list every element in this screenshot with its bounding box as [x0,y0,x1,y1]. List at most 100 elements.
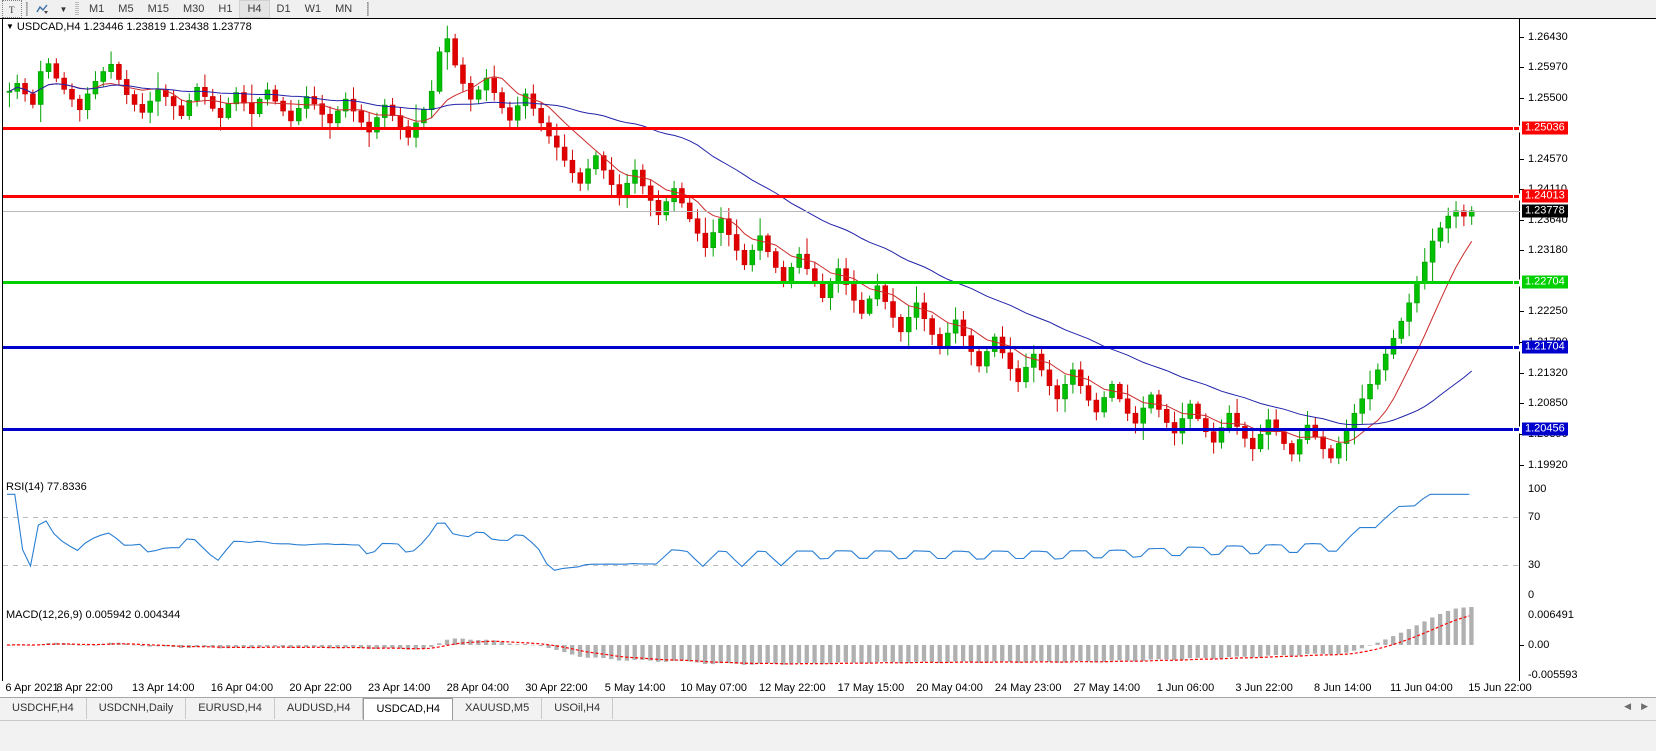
chevron-left-icon[interactable]: ◀ [1624,701,1632,711]
macd-pane[interactable]: MACD(12,26,9) 0.005942 0.004344 0.006491… [0,607,1656,682]
level-drag-handle[interactable] [1513,344,1520,352]
chart-tab-xauusd[interactable]: XAUUSD,M5 [453,698,543,719]
price-tickmark [1520,36,1524,38]
price-tick-label: 1.23180 [1528,244,1568,257]
chart-tab-audusd[interactable]: AUDUSD,H4 [275,698,364,719]
timeframe-m30[interactable]: M30 [182,3,205,15]
macd-tickmark [1520,645,1524,646]
macd-tick-label: 0.00 [1528,639,1550,651]
date-tick-label: 23 Apr 14:00 [367,682,431,694]
price-level-tag[interactable]: 1.24013 [1513,189,1568,203]
price-tick-label: 1.19920 [1528,458,1568,471]
level-drag-handle[interactable] [1513,125,1520,133]
current-price-tag: 1.23778 [1522,204,1568,218]
chart-tab-usoil[interactable]: USOil,H4 [542,698,614,719]
date-tick-label: 20 Apr 22:00 [289,682,352,694]
macd-signal-line [6,615,1470,665]
chevron-down-icon[interactable]: ▼ [59,4,68,14]
price-level-tag[interactable]: 1.25036 [1513,121,1568,135]
chart-symbol-label: ▼ USDCAD,H4 1.23446 1.23819 1.23438 1.237… [6,21,252,33]
timeframe-m5[interactable]: M5 [118,3,134,15]
timeframe-w1[interactable]: W1 [304,3,322,15]
price-level-tag[interactable]: 1.21704 [1513,340,1568,354]
price-level-line[interactable] [3,280,1520,284]
price-level-tag[interactable]: 1.20456 [1513,422,1568,436]
rsi-tick-label: 30 [1528,559,1541,571]
price-tick-label: 1.26430 [1528,30,1568,43]
price-tick-label: 1.21320 [1528,366,1568,379]
tabbar-divider [0,720,1656,721]
timeframe-mn[interactable]: MN [335,3,353,15]
price-tickmark [1520,403,1524,405]
macd-tick-label: -0.005593 [1528,669,1578,681]
price-tickmark [1520,97,1524,99]
price-tick-label: 1.24570 [1528,152,1568,165]
timeframe-h4[interactable]: H4 [239,0,270,18]
chevron-right-icon[interactable]: ▶ [1641,701,1648,711]
current-price-line [3,211,1520,213]
candlestick-series [6,25,1475,465]
macd-plot[interactable] [2,607,1520,682]
rsi-pane[interactable]: RSI(14) 77.8336 100 70 30 0 [0,479,1656,608]
ma-slow-line [9,83,1473,426]
rsi-axis[interactable]: 100 70 30 0 [1519,479,1656,607]
price-level-tag[interactable]: 1.22704 [1513,275,1568,289]
date-tick-label: 8 Jun 14:00 [1313,682,1372,694]
price-tickmark [1520,372,1524,374]
level-drag-handle[interactable] [1513,279,1520,287]
timeframe-d1[interactable]: D1 [276,3,291,15]
date-tick-label: 15 Jun 22:00 [1468,682,1532,694]
price-tickmark [1520,158,1524,160]
rsi-plot[interactable] [2,479,1520,607]
price-tickmark [1520,66,1524,68]
date-tick-label: 28 Apr 04:00 [446,682,509,694]
chart-canvas-area[interactable]: ▼ USDCAD,H4 1.23446 1.23819 1.23438 1.237… [0,18,1656,682]
collapse-triangle-icon[interactable]: ▼ [6,22,14,31]
price-plot[interactable] [2,19,1520,479]
price-level-line[interactable] [3,127,1520,131]
chart-tab-eurusd[interactable]: EURUSD,H4 [186,698,275,719]
macd-histogram [6,607,1474,665]
price-pane[interactable]: ▼ USDCAD,H4 1.23446 1.23819 1.23438 1.237… [0,19,1656,480]
date-tick-label: 20 May 04:00 [916,682,983,694]
tab-scroll-arrows: ◀ ▶ [1624,701,1648,712]
price-level-line[interactable] [3,194,1520,198]
timeframe-m15[interactable]: M15 [147,3,169,15]
date-tick-label: 27 May 14:00 [1073,682,1141,694]
timeframe-m1[interactable]: M1 [89,3,105,15]
price-axis[interactable]: 1.264301.259701.255001.245701.241101.236… [1513,19,1656,479]
status-area [0,721,1656,751]
timeframe-h1[interactable]: H1 [218,3,233,15]
price-tickmark [1520,220,1524,222]
date-tick-label: 1 Jun 06:00 [1156,682,1215,694]
rsi-line [7,493,1470,571]
indicators-icon[interactable] [34,1,52,17]
date-tick-label: 12 May 22:00 [758,682,826,694]
date-tick-label: 8 Apr 22:00 [56,682,113,694]
price-tick-label: 1.25970 [1528,60,1568,73]
macd-axis[interactable]: 0.006491 0.00 -0.005593 [1519,607,1656,682]
date-axis[interactable]: 6 Apr 2021 8 Apr 22:00 13 Apr 14:00 16 Apr … [0,681,1656,697]
toolbar-grip[interactable] [75,2,79,16]
level-drag-handle[interactable] [1513,193,1520,201]
rsi-tick-label: 0 [1528,589,1535,601]
date-tick-label: 3 Jun 22:00 [1235,682,1293,694]
price-level-line[interactable] [3,428,1520,432]
chart-tab-usdcad[interactable]: USDCAD,H4 [363,698,454,721]
price-tick-label: 1.20850 [1528,397,1568,410]
date-tick-label: 16 Apr 04:00 [210,682,274,694]
date-tick-label: 17 May 15:00 [837,682,905,694]
date-tick-label: 24 May 23:00 [994,682,1062,694]
chart-tab-usdchf[interactable]: USDCHF,H4 [0,698,87,719]
level-drag-handle[interactable] [1513,426,1520,434]
main-toolbar: T ▼ M1 M5 M15 M30 H1 H4 D1 W1 MN [0,0,1656,19]
price-tickmark [1520,250,1524,252]
price-level-line[interactable] [3,346,1520,350]
crosshair-icon[interactable]: T [2,0,22,18]
chart-tab-usdcnh[interactable]: USDCNH,Daily [87,698,187,719]
svg-text:T: T [9,5,15,15]
date-tick-label: 11 Jun 04:00 [1389,682,1453,694]
macd-label: MACD(12,26,9) 0.005942 0.004344 [6,609,181,621]
rsi-tick-label: 70 [1528,511,1541,523]
chart-tabs: USDCHF,H4 USDCNH,Daily EURUSD,H4 AUDUSD,H4 U… [0,698,614,721]
